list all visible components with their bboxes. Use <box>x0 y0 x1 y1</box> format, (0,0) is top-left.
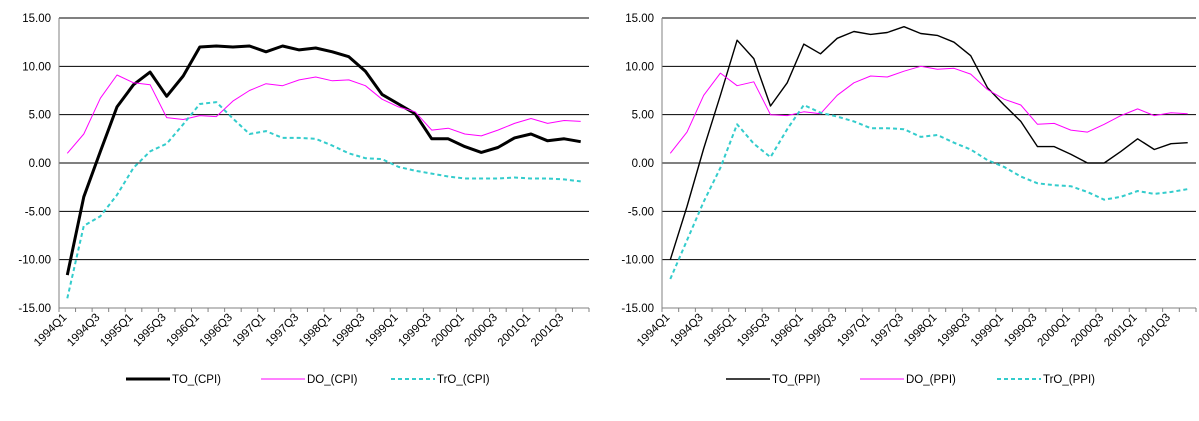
legend-label: TrO_(PPI) <box>1043 374 1095 386</box>
y-tick-label: 15.00 <box>22 13 51 25</box>
chart-cpi: 15.00 10.00 5.00 0.00 -5.00 -10.00 -15.00 1994Q… <box>0 0 590 421</box>
x-tick-label: 1996Q3 <box>198 312 235 349</box>
x-tick-label: 1999Q3 <box>396 312 433 349</box>
x-tick-label: 1997Q3 <box>869 312 906 349</box>
series-line-2 <box>669 104 1188 280</box>
x-tick-label: 1995Q3 <box>735 312 772 349</box>
x-tick-label: 1998Q3 <box>935 312 972 349</box>
x-tick-label: 1994Q3 <box>668 312 705 349</box>
x-tick-label: 2000Q1 <box>429 312 466 349</box>
x-tick-label: 1994Q1 <box>32 312 69 349</box>
x-tick-label: 1999Q1 <box>363 312 400 349</box>
x-tick-label: 1995Q1 <box>702 312 739 349</box>
series-line-1 <box>669 65 1188 154</box>
x-tick-label: 1996Q1 <box>769 312 806 349</box>
x-tick-label: 2000Q1 <box>1036 312 1073 349</box>
x-tick-label: 1996Q1 <box>164 312 201 349</box>
x-tick-label: 2000Q3 <box>463 312 500 349</box>
y-tick-label: 5.00 <box>632 110 654 122</box>
series-line-0 <box>669 26 1188 260</box>
legend-label: TO_(PPI) <box>772 374 821 386</box>
x-tick-label: 1994Q3 <box>65 312 102 349</box>
y-tick-label: -10.00 <box>18 255 51 267</box>
x-tick-label: 1998Q3 <box>330 312 367 349</box>
y-tick-label: -15.00 <box>621 303 654 315</box>
x-tick-label: 2001Q3 <box>1136 312 1173 349</box>
x-tick-label: 2001Q1 <box>496 312 533 349</box>
legend-label: TrO_(CPI) <box>437 374 490 386</box>
series-line-2 <box>66 101 581 299</box>
y-tick-label: 15.00 <box>625 13 654 25</box>
x-tick-label: 1997Q1 <box>835 312 872 349</box>
x-tick-label: 2001Q3 <box>529 312 566 349</box>
x-tick-label: 2000Q3 <box>1069 312 1106 349</box>
chart-ppi-svg: 15.0010.005.000.00-5.00-10.00-15.001994Q… <box>621 13 1197 386</box>
x-tick-label: 2001Q1 <box>1102 312 1139 349</box>
x-tick-label: 1996Q3 <box>802 312 839 349</box>
y-tick-label: -5.00 <box>628 206 654 218</box>
x-tick-label: 1998Q1 <box>297 312 334 349</box>
legend-label: DO_(PPI) <box>906 374 956 386</box>
y-tick-label: -15.00 <box>18 303 51 315</box>
x-tick-label: 1999Q3 <box>1002 312 1039 349</box>
y-tick-label: 0.00 <box>632 158 654 170</box>
legend-label: TO_(CPI) <box>172 374 221 386</box>
y-tick-label: 10.00 <box>625 61 654 73</box>
y-tick-label: 10.00 <box>22 61 51 73</box>
y-tick-label: -5.00 <box>25 206 51 218</box>
x-tick-label: 1995Q3 <box>131 312 168 349</box>
chart-ppi: 15.00 10.00 5.00 0.00 -5.00 -10.00 -15.00 1994Q… <box>604 0 1197 421</box>
series-line-0 <box>65 44 581 276</box>
legend-label: DO_(CPI) <box>307 374 358 386</box>
y-tick-label: -10.00 <box>621 255 654 267</box>
x-tick-label: 1999Q1 <box>969 312 1006 349</box>
x-tick-label: 1994Q1 <box>635 312 672 349</box>
y-tick-label: 0.00 <box>29 158 51 170</box>
x-tick-label: 1995Q1 <box>98 312 135 349</box>
x-tick-label: 1997Q1 <box>231 312 268 349</box>
x-tick-label: 1998Q1 <box>902 312 939 349</box>
series-line-1 <box>66 74 581 154</box>
x-tick-label: 1997Q3 <box>264 312 301 349</box>
chart-cpi-svg: 15.0010.005.000.00-5.00-10.00-15.001994Q… <box>18 13 590 386</box>
y-tick-label: 5.00 <box>29 110 51 122</box>
